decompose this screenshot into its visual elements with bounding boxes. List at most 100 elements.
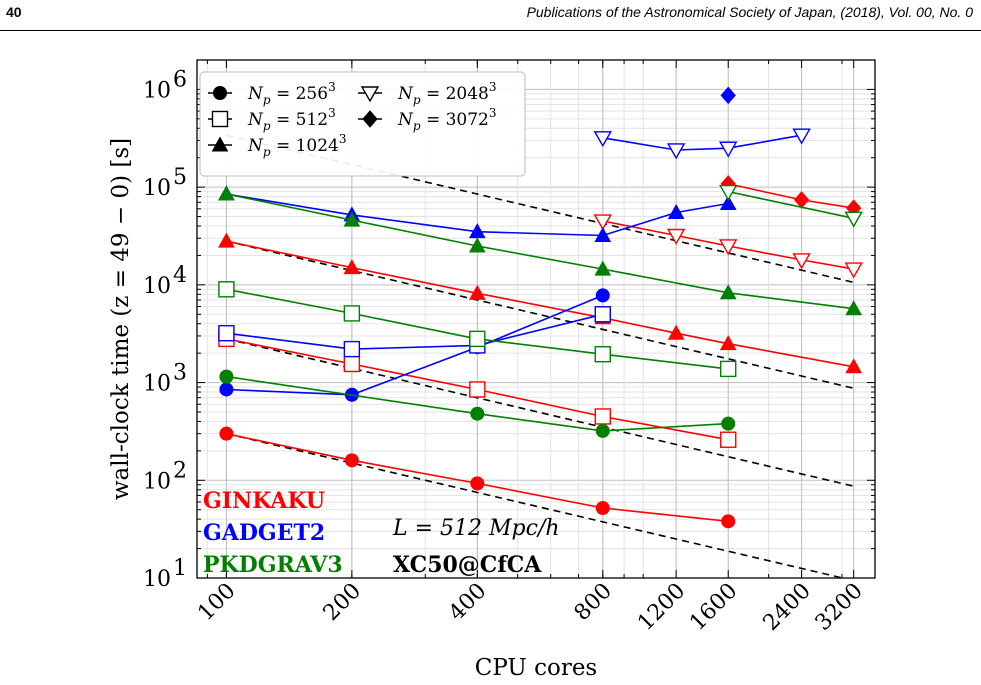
series-gadget2-3072 — [720, 86, 736, 105]
legend-marker — [211, 136, 229, 152]
series-line — [226, 313, 603, 350]
legend-box — [199, 71, 526, 177]
y-tick-exponent: 4 — [173, 263, 187, 288]
data-series — [218, 86, 863, 529]
y-tick-exponent: 5 — [173, 165, 187, 190]
legend-marker — [362, 110, 378, 128]
machine-annotation: XC50@CfCA — [393, 552, 542, 578]
series-line — [226, 375, 729, 432]
y-tick-label: 10 — [143, 176, 171, 201]
series-pkdgrav3-512 — [218, 281, 737, 378]
x-tick-label: 1200 — [633, 579, 690, 636]
axis-ticks — [197, 59, 875, 579]
page-number: 40 — [6, 4, 22, 20]
data-point — [666, 143, 686, 160]
x-tick-label: 1600 — [685, 579, 742, 636]
code-labels: GINKAKU GADGET2 PKDGRAV3 — [203, 488, 343, 578]
data-point — [594, 408, 611, 425]
data-point — [667, 324, 685, 340]
x-tick-label: 200 — [319, 579, 366, 626]
y-tick-exponent: 2 — [173, 458, 187, 483]
header-rule — [0, 30, 981, 31]
data-point — [667, 203, 685, 220]
data-point — [468, 237, 486, 253]
series-line — [728, 190, 854, 220]
legend-entry: Np = 10243 — [208, 132, 347, 159]
data-point — [219, 382, 234, 397]
series-line — [226, 294, 604, 396]
y-tick-label: 10 — [143, 372, 171, 397]
data-point — [218, 281, 235, 298]
data-point — [343, 305, 361, 322]
data-point — [719, 194, 737, 210]
data-point — [721, 416, 736, 431]
plot-frame — [196, 59, 876, 579]
data-point — [470, 476, 485, 491]
data-point — [218, 185, 235, 201]
legend-marker — [213, 86, 227, 100]
data-point — [594, 346, 611, 363]
data-point — [719, 184, 738, 202]
series-pkdgrav3-1024 — [218, 185, 863, 316]
x-tick-label: 400 — [444, 579, 491, 626]
data-point — [792, 128, 811, 145]
data-point — [844, 211, 863, 228]
legend-label: Np = 10243 — [247, 132, 347, 159]
series-ginkaku-256 — [219, 426, 736, 529]
data-point — [593, 131, 612, 148]
series-line — [226, 193, 729, 237]
data-point — [719, 284, 737, 300]
data-point — [595, 501, 610, 516]
data-point — [720, 431, 737, 448]
data-point — [219, 369, 234, 384]
series-line — [226, 193, 854, 310]
series-pkdgrav3-256 — [219, 369, 736, 438]
y-tick-exponent: 3 — [173, 361, 187, 386]
series-line — [602, 134, 802, 151]
series-gadget2-2048 — [593, 128, 811, 160]
legend-marker — [211, 110, 229, 128]
legend-entry: Np = 30723 — [358, 106, 497, 133]
code-label-gadget2: GADGET2 — [203, 520, 325, 546]
y-tick-label: 10 — [143, 78, 171, 103]
data-point — [720, 86, 736, 105]
data-point — [594, 306, 611, 323]
box-size-annotation: L = 512 Mpc/h — [392, 516, 560, 541]
data-point — [594, 226, 612, 242]
y-tick-label: 10 — [143, 469, 171, 494]
data-point — [845, 300, 863, 316]
data-point — [844, 262, 863, 279]
data-point — [721, 514, 736, 529]
data-point — [595, 423, 610, 438]
data-point — [594, 260, 612, 276]
data-point — [595, 288, 610, 303]
legend-label: Np = 2563 — [247, 80, 336, 107]
data-point — [344, 453, 359, 468]
data-point — [719, 335, 737, 351]
data-point — [593, 214, 612, 231]
legend-label: Np = 30723 — [397, 106, 497, 133]
data-point — [720, 360, 737, 378]
data-point — [719, 141, 738, 158]
data-point — [792, 253, 811, 270]
y-tick-label: 10 — [143, 274, 171, 299]
series-gadget2-256 — [219, 288, 610, 402]
journal-header: Publications of the Astronomical Society… — [526, 4, 973, 20]
data-point — [469, 381, 486, 398]
y-axis-label: wall-clock time (z = 49 − 0) [s] — [108, 138, 134, 500]
data-point — [343, 355, 361, 373]
x-tick-label: 2400 — [759, 579, 816, 636]
data-point — [343, 211, 361, 227]
data-point — [218, 325, 235, 342]
legend-entry: Np = 2563 — [208, 80, 336, 107]
data-point — [343, 340, 361, 358]
legend-label: Np = 20483 — [397, 80, 497, 107]
data-point — [343, 259, 361, 275]
y-tick-exponent: 1 — [173, 556, 187, 581]
data-point — [719, 239, 738, 256]
data-point — [470, 406, 485, 421]
